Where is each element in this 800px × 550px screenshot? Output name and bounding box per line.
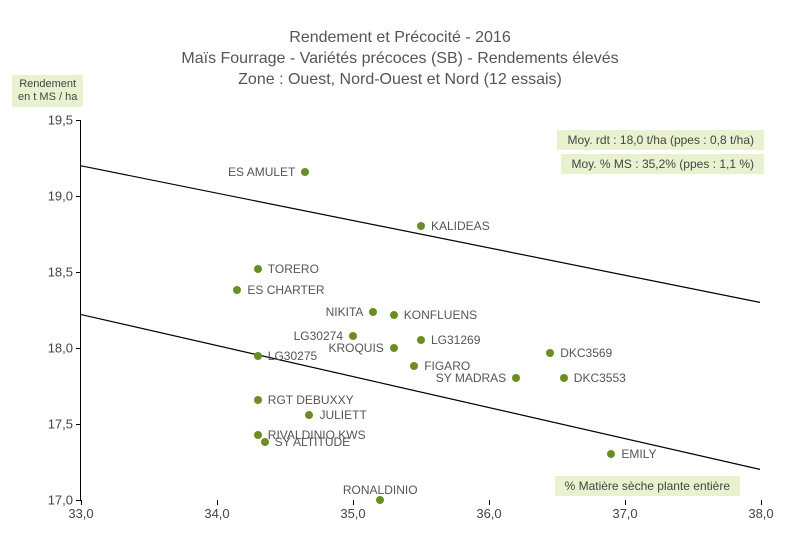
x-tick-label: 33,0 <box>68 500 93 521</box>
trend-line <box>81 166 760 303</box>
scatter-point <box>261 438 269 446</box>
y-tick-label: 17,5 <box>48 417 81 432</box>
point-label: NIKITA <box>326 305 368 319</box>
y-tick-label: 18,0 <box>48 341 81 356</box>
chart-title: Rendement et Précocité - 2016 Maïs Fourr… <box>0 28 800 90</box>
scatter-point <box>254 265 262 273</box>
chart-container: Rendement en t MS / ha Rendement et Préc… <box>0 0 800 550</box>
point-label: LG31269 <box>431 333 480 347</box>
scatter-point <box>390 311 398 319</box>
y-tick-label: 19,0 <box>48 189 81 204</box>
point-label: LG30275 <box>268 349 317 363</box>
scatter-point <box>369 308 377 316</box>
point-label: KROQUIS <box>328 341 387 355</box>
x-tick-label: 37,0 <box>612 500 637 521</box>
x-tick-label: 35,0 <box>340 500 365 521</box>
x-tick-label: 38,0 <box>748 500 773 521</box>
point-label: TORERO <box>268 262 319 276</box>
scatter-point <box>512 374 520 382</box>
x-tick-label: 34,0 <box>204 500 229 521</box>
scatter-point <box>349 332 357 340</box>
title-line-2: Maïs Fourrage - Variétés précoces (SB) -… <box>0 49 800 70</box>
scatter-point <box>233 286 241 294</box>
point-label: KALIDEAS <box>431 219 490 233</box>
point-label: DKC3553 <box>574 371 626 385</box>
y-axis-label-line2: en t MS / ha <box>18 91 77 104</box>
scatter-point <box>560 374 568 382</box>
title-line-1: Rendement et Précocité - 2016 <box>0 28 800 49</box>
title-line-3: Zone : Ouest, Nord-Ouest et Nord (12 ess… <box>0 70 800 91</box>
point-label: SY MADRAS <box>436 371 510 385</box>
point-label: RONALDINIO <box>343 483 418 497</box>
point-label: ES CHARTER <box>247 283 324 297</box>
scatter-point <box>305 411 313 419</box>
plot-area: 17,017,518,018,519,019,533,034,035,036,0… <box>80 120 760 500</box>
scatter-point <box>301 168 309 176</box>
point-label: JULIETT <box>319 408 366 422</box>
scatter-point <box>410 362 418 370</box>
scatter-point <box>546 349 554 357</box>
scatter-point <box>417 222 425 230</box>
scatter-point <box>254 352 262 360</box>
scatter-point <box>390 344 398 352</box>
x-tick-label: 36,0 <box>476 500 501 521</box>
point-label: DKC3569 <box>560 346 612 360</box>
scatter-point <box>254 396 262 404</box>
y-tick-label: 19,5 <box>48 113 81 128</box>
point-label: ES AMULET <box>228 165 299 179</box>
y-tick-label: 18,5 <box>48 265 81 280</box>
point-label: SY ALTITUDE <box>275 435 351 449</box>
point-label: EMILY <box>621 447 656 461</box>
scatter-point <box>417 336 425 344</box>
scatter-point <box>607 450 615 458</box>
scatter-point <box>254 431 262 439</box>
point-label: KONFLUENS <box>404 308 477 322</box>
point-label: RGT DEBUXXY <box>268 393 354 407</box>
